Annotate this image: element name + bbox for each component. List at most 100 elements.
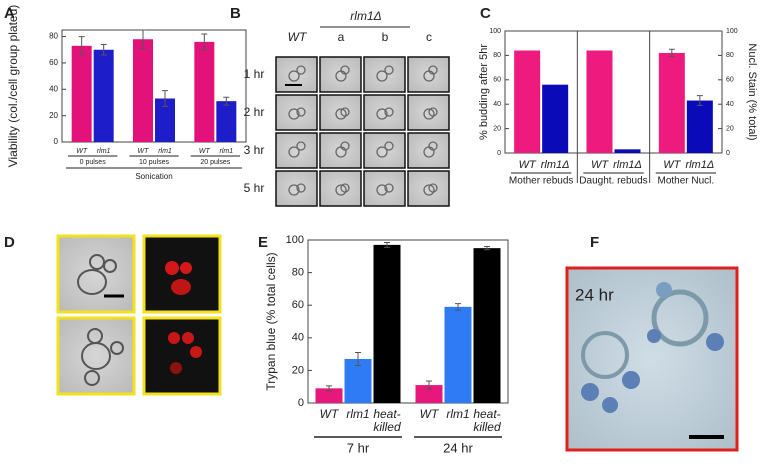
fluorescence-image bbox=[142, 234, 222, 314]
row-label: 3 hr bbox=[244, 143, 265, 157]
cell bbox=[384, 65, 394, 75]
y2-tick-label: 100 bbox=[726, 28, 738, 35]
y2-tick-label: 0 bbox=[726, 150, 730, 157]
cell bbox=[656, 282, 672, 298]
error-bar bbox=[162, 90, 168, 107]
error-bar bbox=[455, 303, 461, 311]
cell bbox=[340, 65, 350, 75]
image-label: 24 hr bbox=[575, 285, 614, 304]
panel-letter: E bbox=[258, 234, 268, 251]
panel-letter: F bbox=[590, 234, 599, 251]
micrograph bbox=[407, 56, 450, 93]
error-bar bbox=[140, 29, 146, 49]
group-label: Mother Nucl. bbox=[657, 176, 714, 187]
y-tick-label: 80 bbox=[493, 52, 501, 59]
cell bbox=[376, 70, 388, 82]
nucleus bbox=[170, 362, 182, 374]
panel-letter: D bbox=[4, 234, 15, 251]
cell bbox=[651, 289, 709, 347]
cell bbox=[423, 108, 435, 120]
bar bbox=[216, 101, 237, 142]
panel-letter: A bbox=[4, 5, 15, 22]
cell bbox=[296, 107, 306, 117]
column-label: b bbox=[382, 30, 389, 44]
cell bbox=[77, 269, 107, 295]
plot-frame bbox=[61, 29, 247, 143]
error-bar bbox=[668, 48, 675, 58]
cell bbox=[428, 65, 438, 75]
cell bbox=[340, 141, 350, 151]
bar bbox=[133, 39, 153, 143]
bar-label: rlm1 bbox=[97, 148, 111, 155]
error-bar bbox=[384, 241, 390, 248]
bar-label: WT bbox=[591, 159, 609, 171]
cell bbox=[428, 107, 438, 117]
y-tick-label: 100 bbox=[286, 234, 304, 246]
cell bbox=[296, 65, 306, 75]
error-bar bbox=[100, 43, 107, 56]
bar-label: WT bbox=[663, 159, 681, 171]
y-tick-label: 20 bbox=[292, 364, 304, 376]
group-label: 10 pulses bbox=[139, 159, 169, 166]
micrograph bbox=[319, 56, 362, 93]
y2-tick-label: 60 bbox=[726, 77, 734, 84]
bar-label: WT bbox=[519, 159, 537, 171]
cell bbox=[428, 183, 438, 193]
nucleus bbox=[168, 332, 180, 344]
cell bbox=[84, 370, 100, 386]
bar-label: WT bbox=[76, 148, 88, 155]
cell bbox=[288, 70, 300, 82]
row-label: 1 hr bbox=[244, 67, 265, 81]
cell bbox=[376, 108, 388, 120]
panel-letter: B bbox=[230, 5, 241, 22]
cell bbox=[87, 328, 103, 344]
micrograph bbox=[275, 132, 318, 169]
bar-label: rlm1 bbox=[220, 148, 234, 155]
y-tick-label: 40 bbox=[292, 332, 304, 344]
cell bbox=[581, 383, 599, 401]
cell bbox=[647, 329, 661, 343]
brightfield-image bbox=[56, 316, 136, 396]
bar bbox=[71, 45, 92, 142]
bar bbox=[315, 388, 343, 403]
micrograph bbox=[363, 56, 406, 93]
cell bbox=[288, 146, 300, 158]
row-label: 5 hr bbox=[244, 181, 265, 195]
y-tick-label: 80 bbox=[49, 32, 58, 41]
bar bbox=[542, 84, 569, 153]
bar-label: rlm1 bbox=[346, 407, 369, 421]
col-header: rlm1Δ bbox=[350, 9, 381, 23]
y-tick-label: 60 bbox=[493, 77, 501, 84]
micrograph-grid: WT a b c 1 hr 2 hr 3 hr 5 hr bbox=[244, 30, 450, 207]
bar bbox=[444, 306, 472, 403]
bar bbox=[614, 149, 641, 153]
bar bbox=[93, 49, 114, 142]
y-tick-label: 80 bbox=[292, 267, 304, 279]
fluorescence-image bbox=[142, 316, 222, 396]
y2-tick-label: 80 bbox=[726, 52, 734, 59]
nucleus bbox=[182, 332, 194, 344]
bar-label: WT bbox=[320, 407, 340, 421]
bar-label: rlm1Δ bbox=[613, 159, 642, 171]
column-label: a bbox=[338, 30, 345, 44]
cell bbox=[288, 108, 300, 120]
group-label: 0 pulses bbox=[80, 159, 107, 166]
column-label: WT bbox=[288, 30, 308, 44]
y-axis-label: Viability (col./cell group plated) bbox=[6, 5, 20, 168]
y-tick-label: 40 bbox=[49, 84, 58, 93]
group-label: Sonication bbox=[135, 172, 172, 181]
bar bbox=[686, 100, 713, 153]
cell bbox=[602, 397, 618, 413]
y-tick-label: 60 bbox=[292, 299, 304, 311]
bar bbox=[514, 50, 541, 153]
bar-label: rlm1Δ bbox=[541, 159, 570, 171]
error-bar bbox=[696, 95, 703, 106]
y-tick-label: 40 bbox=[493, 101, 501, 108]
bar-label: WT bbox=[199, 148, 211, 155]
cell bbox=[376, 146, 388, 158]
bar-label: rlm1 bbox=[446, 407, 469, 421]
bar-label: heat-killed bbox=[473, 407, 501, 434]
bar-label: rlm1Δ bbox=[685, 159, 714, 171]
brightfield-image bbox=[565, 266, 739, 452]
group-label: 24 hr bbox=[443, 440, 473, 455]
